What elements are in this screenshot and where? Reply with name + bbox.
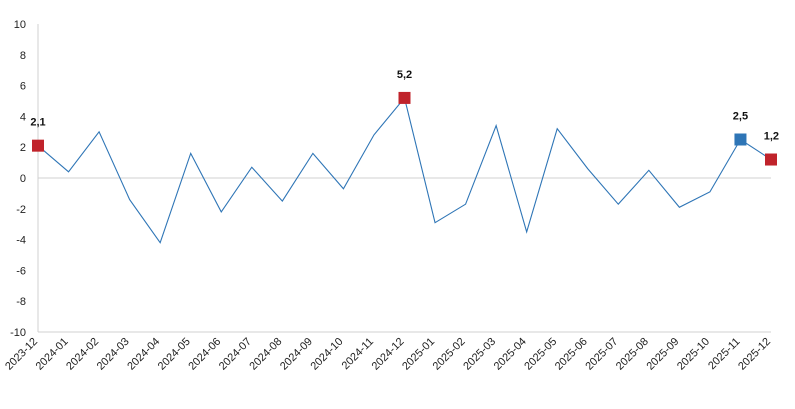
x-tick-label: 2025-04 [492,336,529,373]
series-group [37,96,772,244]
x-tick-label: 2024-10 [309,336,346,373]
data-point-marker [734,133,747,146]
y-tick-label: 4 [20,111,26,123]
data-labels: 2,1 5,2 2,5 1,2 [30,69,779,143]
x-tick-label: 2024-07 [217,336,254,373]
x-tick-label: 2023-12 [3,336,40,373]
y-tick-label: 8 [20,50,26,62]
x-tick-label: 2025-06 [553,336,590,373]
x-tick-label: 2025-03 [461,336,498,373]
x-tick-label: 2024-06 [186,336,223,373]
x-tick-label: 2025-07 [583,336,620,373]
data-point-marker [398,91,411,104]
x-tick-label: 2024-09 [278,336,315,373]
x-tick-label: 2025-05 [522,336,559,373]
y-tick-label: -10 [10,327,26,339]
x-tick-labels: 2023-122024-012024-022024-032024-042024-… [3,336,773,373]
data-label: 1,2 [764,131,779,143]
data-label: 2,5 [733,111,748,123]
x-tick-label: 2024-02 [64,336,101,373]
y-tick-label: 2 [20,142,26,154]
y-tick-label: 0 [20,173,26,185]
data-point-marker [765,153,777,166]
x-tick-label: 2025-01 [400,336,437,373]
x-tick-label: 2025-12 [736,336,773,373]
x-tick-label: 2024-03 [95,336,132,373]
x-tick-label: 2024-12 [370,336,407,373]
x-tick-label: 2025-09 [644,336,681,373]
x-tick-label: 2024-08 [247,336,284,373]
x-tick-label: 2025-08 [614,336,651,373]
x-tick-label: 2025-02 [431,336,468,373]
x-tick-label: 2025-11 [706,336,742,372]
x-tick-label: 2025-10 [675,336,712,373]
y-tick-labels: 10 8 6 4 2 0 -2 -4 -6 -8 -10 [10,19,26,339]
x-tick-label: 2024-01 [34,336,71,373]
series-line [37,96,772,244]
y-tick-label: -6 [16,265,26,277]
y-tick-label: 6 [20,81,26,93]
y-tick-label: -2 [16,204,26,216]
y-tick-label: -8 [16,296,26,308]
x-tick-label: 2024-04 [125,336,162,373]
highlight-markers [32,91,777,166]
y-tick-label: 10 [14,19,26,31]
data-label: 5,2 [397,69,412,81]
x-tick-label: 2024-05 [156,336,193,373]
data-label: 2,1 [30,117,45,129]
x-tick-label: 2024-11 [340,336,376,372]
data-point-marker [32,139,44,152]
y-tick-label: -4 [16,235,26,247]
